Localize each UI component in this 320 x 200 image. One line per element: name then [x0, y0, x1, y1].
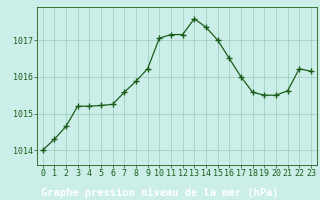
- Text: Graphe pression niveau de la mer (hPa): Graphe pression niveau de la mer (hPa): [41, 188, 279, 198]
